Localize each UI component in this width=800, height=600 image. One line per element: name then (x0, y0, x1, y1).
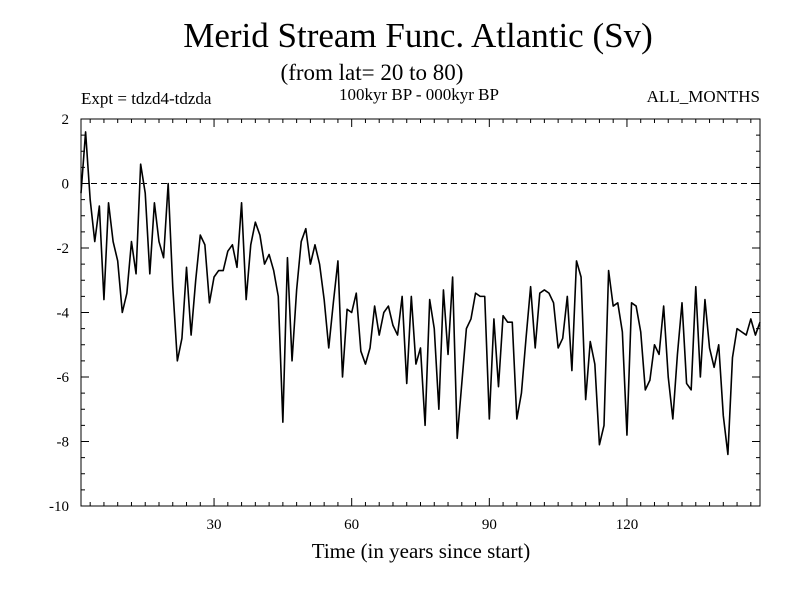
plot-frame (80, 118, 761, 507)
y-tick-label: -10 (49, 499, 69, 515)
x-tick-label: 30 (207, 517, 222, 533)
x-tick-label: 60 (344, 517, 359, 533)
chart-subtitle: (from lat= 20 to 80) (280, 60, 464, 85)
y-tick-label: -2 (57, 241, 70, 257)
y-tick-label: 0 (62, 177, 70, 193)
experiment-label: Expt = tdzd4-tdzda (81, 89, 212, 108)
period-label: 100kyr BP - 000kyr BP (339, 85, 499, 104)
y-tick-label: -6 (57, 370, 70, 386)
x-axis-label: Time (in years since start) (311, 539, 531, 563)
series-line (80, 131, 761, 456)
y-tick-label: -4 (57, 306, 70, 322)
tick-labels: 2 0 -2 -4 -6 -8 -10 30 60 90 120 (49, 112, 638, 533)
x-tick-label: 120 (616, 517, 639, 533)
y-tick-label: -8 (57, 435, 70, 451)
y-tick-label: 2 (62, 112, 70, 128)
chart-title: Merid Stream Func. Atlantic (Sv) (183, 16, 653, 55)
x-tick-label: 90 (482, 517, 497, 533)
months-label: ALL_MONTHS (646, 87, 760, 106)
